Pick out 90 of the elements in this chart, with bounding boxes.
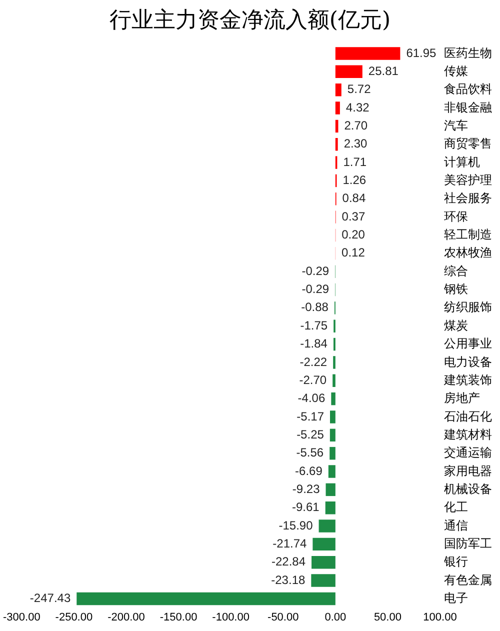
y-tick-label: 国防军工 <box>444 536 492 551</box>
data-label: -0.88 <box>301 300 329 314</box>
data-label: -1.75 <box>300 318 328 332</box>
bar <box>331 392 336 406</box>
data-label: -247.43 <box>30 591 71 606</box>
data-label: -6.69 <box>295 464 323 478</box>
y-tick-label: 有色金属 <box>444 572 492 587</box>
bar <box>325 501 336 514</box>
data-label: 2.30 <box>344 136 368 151</box>
data-label: -22.84 <box>271 554 306 569</box>
y-tick-label: 公用事业 <box>444 336 492 351</box>
y-tick-label: 食品饮料 <box>444 82 492 96</box>
bar <box>328 465 336 478</box>
y-tick-label: 建筑材料 <box>443 427 492 442</box>
data-label: 0.12 <box>342 246 366 260</box>
data-label: -0.29 <box>302 282 330 296</box>
data-label: -5.25 <box>296 427 324 442</box>
data-label: -4.06 <box>298 391 326 406</box>
y-tick-label: 交通运输 <box>444 446 492 460</box>
y-tick-label: 房地产 <box>444 391 480 406</box>
y-tick-label: 非银金融 <box>444 100 492 114</box>
y-tick-label: 美容护理 <box>444 173 492 188</box>
bar <box>76 592 336 606</box>
bar <box>335 83 342 96</box>
y-tick-label: 医药生物 <box>444 46 492 60</box>
data-label: -5.56 <box>296 446 324 460</box>
y-tick-label: 纺织服饰 <box>444 300 492 314</box>
y-tick-label: 机械设备 <box>444 482 492 496</box>
bar <box>335 102 340 114</box>
data-label: -2.22 <box>300 354 328 369</box>
bar <box>312 538 336 551</box>
data-label: -23.18 <box>271 572 306 587</box>
bar <box>330 428 336 442</box>
bar <box>330 446 336 460</box>
y-tick-label: 轻工制造 <box>444 228 492 242</box>
data-label: 25.81 <box>368 64 399 78</box>
data-label: -15.90 <box>278 518 314 532</box>
y-tick-label: 综合 <box>444 264 468 278</box>
x-tick-label: -200.00 <box>108 611 145 624</box>
x-tick-label: 50.00 <box>374 611 402 624</box>
y-tick-label: 通信 <box>444 518 468 532</box>
x-tick-label: 100.00 <box>423 611 457 624</box>
bar <box>312 556 336 569</box>
y-tick-label: 环保 <box>444 209 468 224</box>
bar <box>335 138 338 151</box>
data-label: 0.37 <box>342 209 366 224</box>
data-label: -9.23 <box>292 482 320 496</box>
y-tick-label: 农林牧渔 <box>444 246 492 260</box>
y-tick-label: 煤炭 <box>444 318 468 332</box>
bar <box>326 483 336 496</box>
data-label: -2.70 <box>299 372 327 387</box>
data-label: 2.70 <box>344 118 368 132</box>
y-tick-label: 传媒 <box>444 64 468 78</box>
bar <box>335 47 400 60</box>
x-tick-label: -50.00 <box>268 611 299 624</box>
bar <box>330 410 336 424</box>
bar <box>332 374 336 387</box>
bar <box>335 65 362 78</box>
data-label: 1.71 <box>343 154 367 169</box>
data-label: -0.29 <box>302 264 330 278</box>
data-label: 1.26 <box>342 173 366 188</box>
data-label: 4.32 <box>346 100 370 114</box>
data-label: 0.20 <box>342 228 366 242</box>
bar <box>311 574 336 587</box>
data-label: 5.72 <box>347 82 372 96</box>
y-tick-label: 社会服务 <box>444 191 492 206</box>
data-label: 0.84 <box>342 191 366 206</box>
y-tick-label: 汽车 <box>444 118 468 132</box>
data-label: -1.84 <box>300 336 328 351</box>
y-tick-label: 电子 <box>444 591 468 606</box>
data-label: -9.61 <box>292 500 320 514</box>
y-tick-label: 商贸零售 <box>444 136 492 151</box>
y-tick-label: 化工 <box>444 500 468 514</box>
y-tick-label: 钢铁 <box>443 282 468 296</box>
x-tick-label: -300.00 <box>3 611 40 624</box>
y-tick-label: 家用电器 <box>444 464 492 478</box>
x-tick-label: -100.00 <box>212 611 250 624</box>
data-label: -5.17 <box>296 409 324 424</box>
y-tick-label: 电力设备 <box>444 354 492 369</box>
x-tick-label: -250.00 <box>55 611 93 624</box>
x-tick-label: -150.00 <box>160 611 198 624</box>
chart-title: 行业主力资金净流入额(亿元) <box>109 8 391 33</box>
y-tick-label: 计算机 <box>444 154 480 169</box>
data-label: -21.74 <box>272 536 307 551</box>
y-tick-label: 石油石化 <box>444 409 492 424</box>
y-tick-label: 银行 <box>443 554 468 569</box>
bar <box>318 520 336 532</box>
x-tick-label: 0.00 <box>324 611 346 624</box>
data-label: 61.95 <box>406 46 437 60</box>
y-tick-label: 建筑装饰 <box>443 372 492 387</box>
